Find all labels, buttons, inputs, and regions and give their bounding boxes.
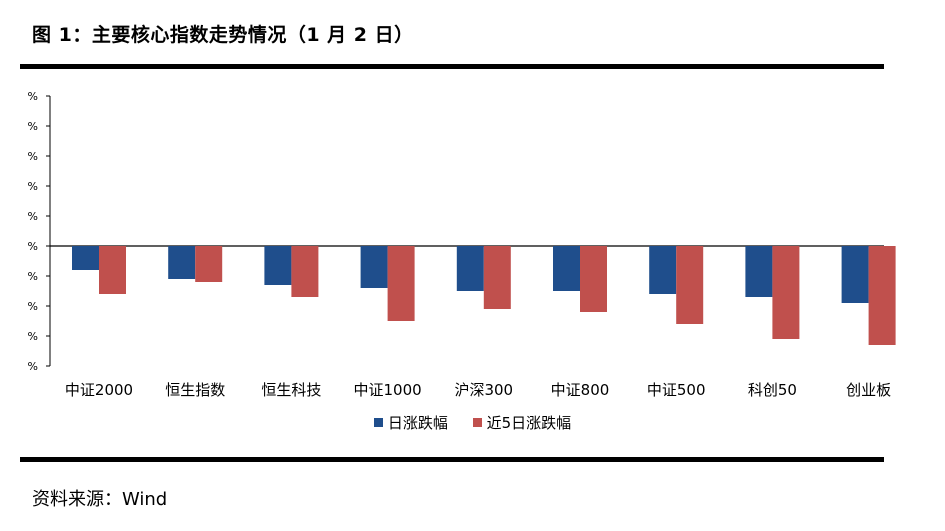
bar-daily [168,246,196,279]
x-tick-label: 中证1000 [354,381,422,399]
x-tick-label: 恒生科技 [261,381,321,399]
y-tick-label: % [28,120,38,133]
x-tick-label: 中证2000 [65,381,133,399]
y-tick-label: % [28,240,38,253]
bar-5day [580,246,607,312]
bar-daily [72,246,99,270]
y-tick-label: % [28,330,38,343]
y-tick-label: % [28,360,38,373]
x-tick-label: 中证500 [647,381,706,399]
bar-daily [841,246,869,303]
top-rule [20,64,884,69]
y-tick-label: % [28,180,38,193]
legend-item-daily: 日涨跌幅 [373,412,448,433]
bar-5day [772,246,800,339]
bar-daily [745,246,773,297]
legend-item-5day: 近5日涨跌幅 [472,412,572,433]
bar-5day [387,246,415,321]
source-note: 资料来源：Wind [32,489,168,510]
bar-5day [195,246,223,282]
legend-label-daily: 日涨跌幅 [387,414,448,432]
bar-5day [676,246,704,324]
y-tick-label: % [28,270,38,283]
bar-5day [483,246,511,309]
bar-daily [264,246,292,285]
figure-title: 图 1：主要核心指数走势情况（1 月 2 日） [32,24,414,46]
y-tick-label: % [28,90,38,103]
bar-daily [360,246,388,288]
bar-chart: %%%%%%%%%% 中证2000 恒生指数 恒生科技 中证1000 沪深300 中证800… [28,90,896,399]
x-tick-label: 创业板 [846,381,891,399]
y-tick-label: % [28,150,38,163]
bottom-rule [20,457,884,462]
legend-label-5day: 近5日涨跌幅 [486,414,572,432]
x-tick-label: 恒生指数 [165,381,225,399]
bar-5day [99,246,126,294]
x-tick-label: 科创50 [748,381,797,399]
x-tick-label: 沪深300 [454,381,513,399]
bar-daily [456,246,484,291]
x-tick-label: 中证800 [551,381,610,399]
y-tick-label: % [28,300,38,313]
y-tick-label: % [28,210,38,223]
bar-daily [649,246,677,294]
legend-swatch-daily [373,418,383,427]
bar-daily [553,246,580,291]
legend: 日涨跌幅 近5日涨跌幅 [0,412,945,433]
bar-5day [291,246,319,297]
legend-swatch-5day [472,418,482,427]
bar-5day [868,246,896,345]
